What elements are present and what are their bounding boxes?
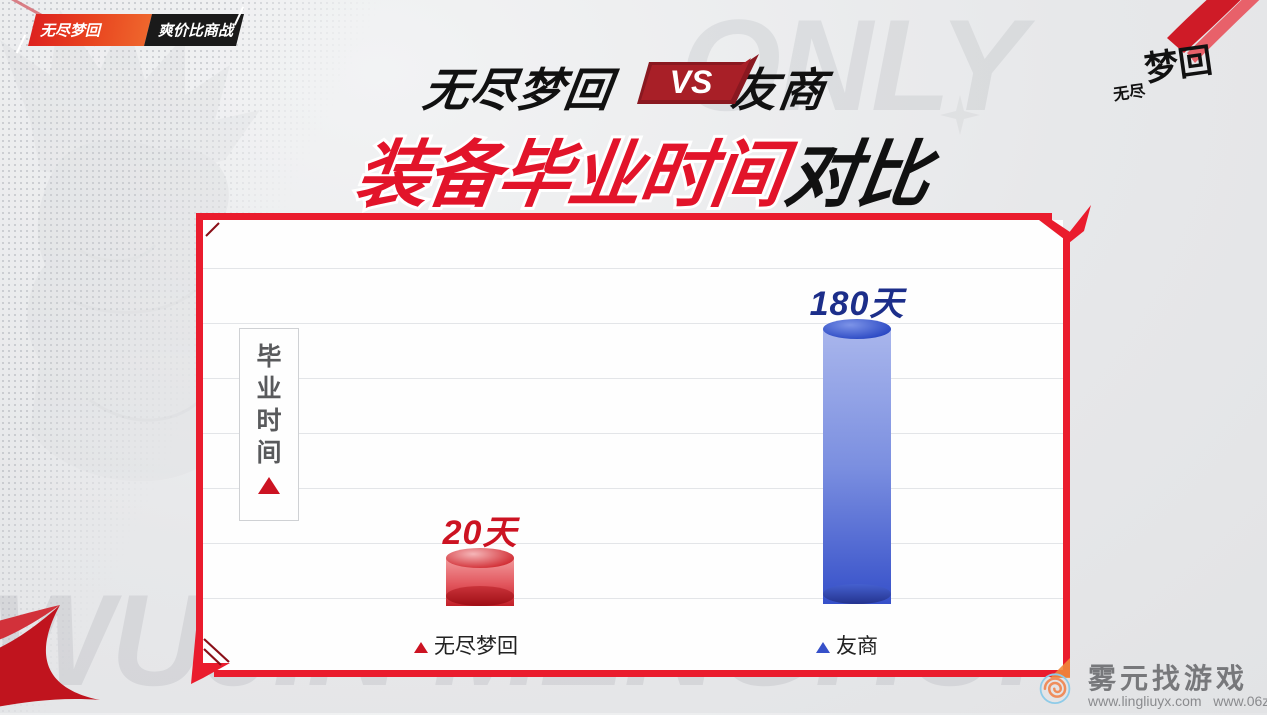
svg-text:无尽: 无尽 bbox=[1111, 82, 1147, 105]
svg-text:VS: VS bbox=[670, 64, 713, 100]
svg-text:梦回: 梦回 bbox=[1142, 42, 1215, 89]
